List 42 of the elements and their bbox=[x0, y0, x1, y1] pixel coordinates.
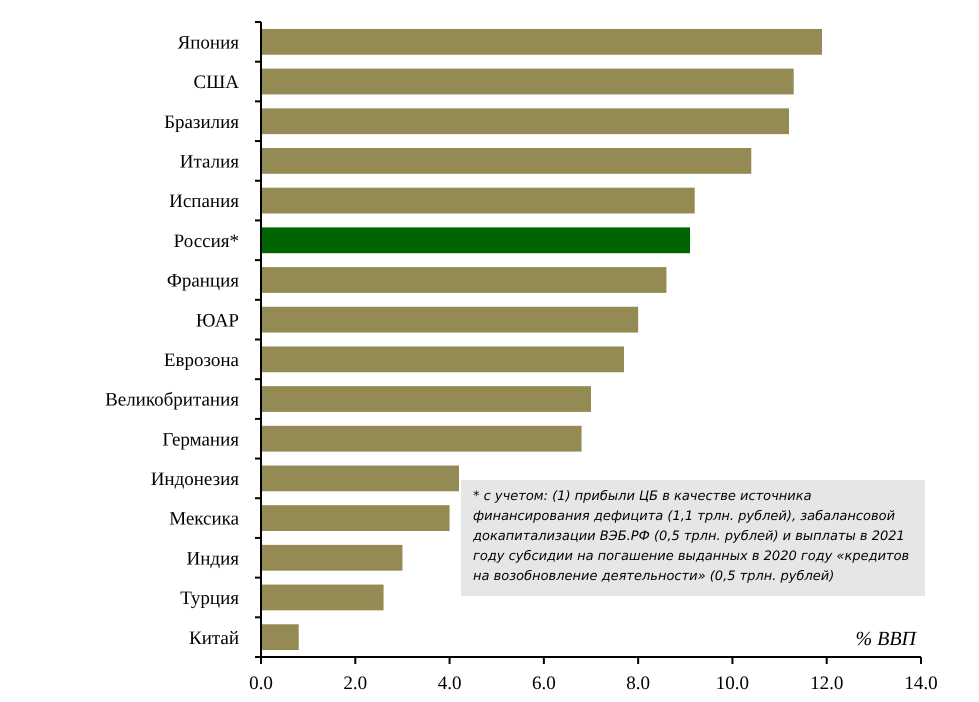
x-tick-label: 4.0 bbox=[438, 673, 462, 694]
y-tick-label: Китай bbox=[189, 628, 239, 649]
bar bbox=[261, 544, 402, 571]
y-tick-label: ЮАР bbox=[196, 310, 239, 332]
annotation: * с учетом: (1) прибыли ЦБ в качестве источника финансирования дефицита (1,1 трлн. рублей), забалансовой докапитализации ВЭБ.РФ (0,5 трлн. рублей) и выплаты в 2021 году субсидии на погашение выданных в 2020 году «кредитов на возобновление деятельности» (0,5 трлн. рублей) bbox=[472, 489, 910, 584]
bar bbox=[261, 505, 450, 531]
x-tick-label: 0.0 bbox=[249, 673, 273, 694]
bar bbox=[261, 466, 459, 492]
y-tick-label: Еврозона bbox=[164, 350, 240, 371]
bar bbox=[261, 28, 822, 55]
x-tick-label: 2.0 bbox=[343, 673, 368, 694]
y-tick-label: Италия bbox=[180, 152, 240, 173]
x-tick-label: 12.0 bbox=[810, 673, 844, 694]
x-tick-label: 8.0 bbox=[626, 673, 650, 694]
y-tick-label: Германия bbox=[162, 429, 240, 450]
y-tick-label: Испания bbox=[169, 191, 240, 212]
bar bbox=[261, 108, 789, 134]
bar bbox=[261, 227, 690, 254]
bar bbox=[261, 306, 638, 333]
x-axis-title: % ВВП bbox=[855, 628, 918, 650]
bar bbox=[261, 148, 752, 174]
bar bbox=[261, 624, 299, 650]
bar bbox=[261, 188, 695, 214]
x-tick-label: 6.0 bbox=[532, 673, 556, 694]
y-tick-label: Индия bbox=[186, 548, 240, 570]
y-tick-label: Великобритания bbox=[105, 390, 240, 411]
y-tick-label: Россия* bbox=[174, 230, 239, 252]
y-tick-label: Турция bbox=[180, 588, 240, 610]
x-tick-label: 14.0 bbox=[904, 673, 938, 694]
bar bbox=[261, 68, 794, 94]
x-tick-label: 10.0 bbox=[716, 673, 750, 694]
bar bbox=[261, 426, 582, 452]
y-tick-label: Япония bbox=[178, 32, 240, 54]
y-tick-label: Бразилия bbox=[164, 112, 240, 133]
y-tick-label: США bbox=[193, 72, 240, 94]
bar bbox=[261, 584, 384, 610]
bar bbox=[261, 346, 624, 372]
bar bbox=[261, 386, 591, 412]
y-tick-label: Индонезия bbox=[150, 469, 240, 490]
y-tick-label: Франция bbox=[166, 270, 240, 292]
bar bbox=[261, 267, 666, 293]
y-tick-label: Мексика bbox=[169, 508, 240, 530]
